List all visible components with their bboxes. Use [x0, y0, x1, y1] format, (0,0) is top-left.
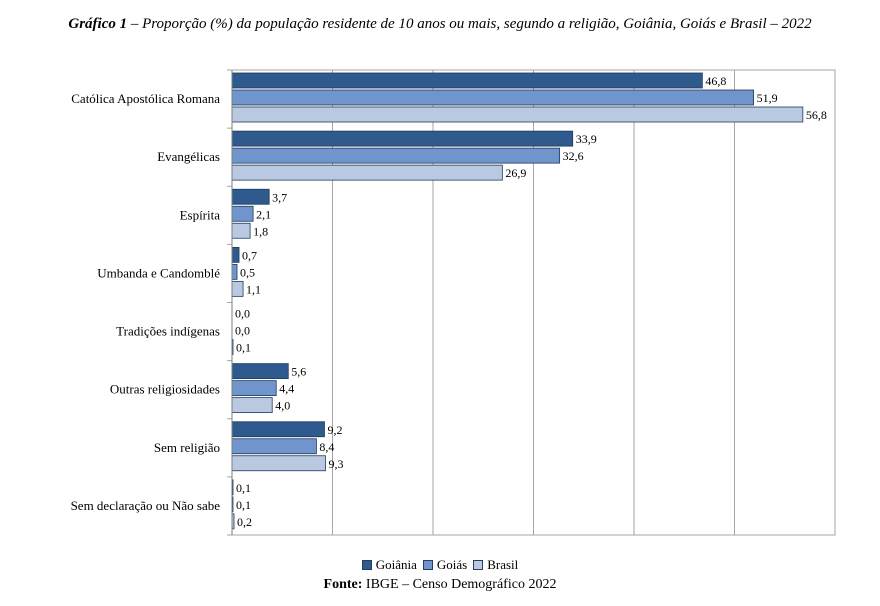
legend-label: Goiás	[436, 557, 468, 573]
data-label: 0,1	[236, 481, 251, 495]
bar-brasil	[231, 164, 503, 181]
bar-gois	[231, 380, 277, 397]
legend-swatch	[473, 560, 484, 571]
bar-brasil	[231, 397, 273, 414]
category-label: Sem religião	[154, 440, 220, 455]
data-label: 33,9	[576, 132, 597, 146]
bar-goinia	[231, 130, 574, 147]
bar-brasil	[231, 455, 326, 472]
source-label: Fonte:	[323, 577, 363, 592]
data-label: 0,0	[235, 307, 250, 321]
legend-label: Brasil	[487, 557, 519, 573]
bar-gois	[231, 438, 317, 455]
data-label: 1,8	[253, 224, 268, 238]
data-label: 0,2	[237, 515, 252, 529]
bar-gois	[231, 205, 254, 222]
data-label: 9,3	[328, 457, 343, 471]
data-label: 32,6	[563, 149, 584, 163]
data-label: 3,7	[272, 190, 287, 204]
bar-goinia	[231, 421, 325, 438]
legend-item: Brasil	[473, 557, 518, 573]
category-label: Evangélicas	[157, 149, 220, 164]
bar-gois	[231, 89, 754, 106]
data-label: 8,4	[319, 440, 334, 454]
data-label: 4,4	[279, 382, 294, 396]
chart-title-text: – Proporção (%) da população residente d…	[127, 16, 812, 32]
legend-swatch	[422, 560, 433, 571]
data-label: 5,6	[291, 365, 306, 379]
bar-gois	[231, 263, 238, 280]
bar-goinia	[231, 246, 240, 263]
bar-brasil	[231, 280, 244, 297]
data-label: 56,8	[806, 108, 827, 122]
data-label: 0,7	[242, 248, 257, 262]
bar-gois	[231, 147, 561, 164]
source-note: Fonte: IBGE – Censo Demográfico 2022	[0, 577, 880, 593]
legend-item: Goiás	[422, 557, 468, 573]
legend-label: Goiânia	[375, 557, 417, 573]
data-label: 0,1	[236, 341, 251, 355]
data-label: 51,9	[757, 91, 778, 105]
data-label: 0,0	[235, 324, 250, 338]
data-label: 0,1	[236, 498, 251, 512]
data-label: 26,9	[505, 166, 526, 180]
source-text: IBGE – Censo Demográfico 2022	[362, 577, 557, 592]
legend-item: Goiânia	[361, 557, 417, 573]
data-label: 46,8	[705, 74, 726, 88]
category-label: Umbanda e Candomblé	[97, 265, 220, 280]
category-label: Católica Apostólica Romana	[71, 91, 220, 106]
chart-title: Gráfico 1 – Proporção (%) da população r…	[10, 14, 870, 34]
category-label: Outras religiosidades	[110, 382, 220, 397]
category-label: Sem declaração ou Não sabe	[71, 498, 221, 513]
data-label: 4,0	[275, 399, 290, 413]
bar-brasil	[231, 106, 804, 123]
data-label: 1,1	[246, 282, 261, 296]
category-label: Espírita	[180, 207, 221, 222]
data-label: 0,5	[240, 265, 255, 279]
bar-chart: Católica Apostólica Romana 46,8 51,9 56,8 Ev…	[71, 69, 836, 536]
bar-brasil	[231, 222, 251, 239]
bar-goinia	[231, 72, 703, 89]
data-label: 2,1	[256, 207, 271, 221]
bar-goinia	[231, 188, 270, 205]
chart-title-prefix: Gráfico 1	[68, 16, 128, 32]
category-label: Tradições indígenas	[116, 324, 220, 339]
data-label: 9,2	[327, 423, 342, 437]
bar-goinia	[231, 363, 289, 380]
legend: Goiânia Goiás Brasil	[0, 556, 880, 573]
legend-swatch	[361, 560, 372, 571]
